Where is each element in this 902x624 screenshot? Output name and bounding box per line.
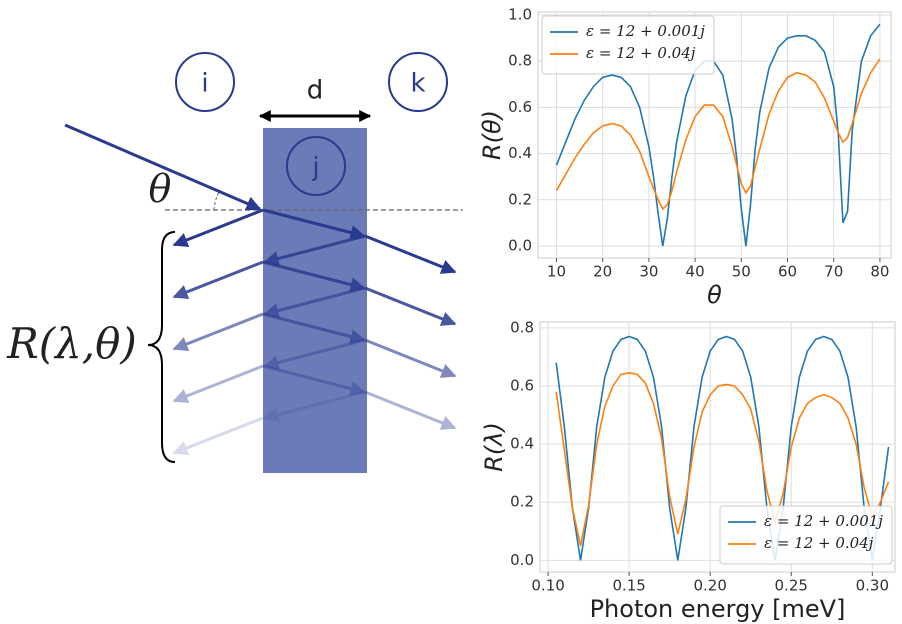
incident-ray bbox=[64, 123, 262, 211]
angle-label: θ bbox=[149, 167, 172, 211]
y-axis-label: R(λ) bbox=[480, 422, 508, 472]
internal-ray bbox=[263, 390, 366, 422]
reflected-ray bbox=[172, 260, 264, 300]
internal-ray bbox=[263, 338, 366, 370]
transmitted-ray bbox=[364, 286, 457, 326]
internal-ray bbox=[262, 312, 366, 344]
y-tick-label: 0.8 bbox=[510, 318, 534, 336]
x-tick-label: 50 bbox=[732, 263, 751, 281]
transmitted-ray bbox=[364, 338, 457, 378]
y-tick-label: 0.2 bbox=[508, 190, 532, 208]
legend-label: ε = 12 + 0.001j bbox=[586, 22, 705, 40]
x-tick-label: 60 bbox=[778, 263, 797, 281]
internal-ray bbox=[263, 286, 366, 318]
reflected-ray bbox=[172, 416, 264, 456]
region-label: k bbox=[410, 69, 425, 99]
x-tick-label: 0.30 bbox=[856, 577, 889, 595]
internal-ray bbox=[263, 234, 366, 266]
x-axis-label: Photon energy [meV] bbox=[590, 595, 846, 623]
legend-box bbox=[719, 505, 893, 565]
reflectance-label: R(λ,θ) bbox=[6, 319, 137, 368]
region-label: j bbox=[311, 153, 319, 183]
y-tick-label: 1.0 bbox=[508, 6, 532, 24]
x-tick-label: 20 bbox=[593, 263, 612, 281]
legend-box bbox=[541, 15, 715, 75]
data-line bbox=[555, 335, 890, 561]
reflected-ray bbox=[172, 364, 264, 404]
x-tick-label: 0.25 bbox=[775, 577, 808, 595]
y-tick-label: 0.4 bbox=[510, 435, 534, 453]
x-tick-label: 0.20 bbox=[694, 577, 727, 595]
x-tick-label: 80 bbox=[870, 263, 889, 281]
x-tick-label: 0.15 bbox=[612, 577, 645, 595]
legend-label: ε = 12 + 0.04j bbox=[764, 534, 874, 552]
y-axis-label: R(θ) bbox=[478, 110, 506, 160]
data-line bbox=[555, 372, 890, 547]
y-tick-label: 0.6 bbox=[508, 98, 532, 116]
internal-ray bbox=[262, 364, 366, 396]
x-tick-label: 40 bbox=[686, 263, 705, 281]
reflected-ray bbox=[172, 312, 264, 352]
y-tick-label: 0.0 bbox=[508, 236, 532, 254]
thickness-label: d bbox=[307, 76, 324, 106]
x-tick-label: 70 bbox=[824, 263, 843, 281]
brace bbox=[147, 231, 176, 463]
y-tick-label: 0.4 bbox=[508, 144, 532, 162]
legend-label: ε = 12 + 0.04j bbox=[586, 44, 696, 62]
internal-ray bbox=[262, 208, 366, 240]
legend-label: ε = 12 + 0.001j bbox=[764, 512, 883, 530]
internal-ray bbox=[262, 260, 366, 292]
transmitted-ray bbox=[364, 390, 457, 430]
x-tick-label: 0.10 bbox=[531, 577, 564, 595]
x-tick-label: 30 bbox=[639, 263, 658, 281]
x-axis-label: θ bbox=[707, 281, 722, 309]
data-line bbox=[555, 58, 881, 211]
y-tick-label: 0.8 bbox=[508, 52, 532, 70]
angle-arc bbox=[213, 189, 221, 211]
y-tick-label: 0.6 bbox=[510, 376, 534, 394]
y-tick-label: 0.2 bbox=[510, 493, 534, 511]
data-line bbox=[555, 23, 881, 247]
reflected-ray bbox=[172, 208, 264, 248]
region-label: i bbox=[201, 69, 208, 99]
region-circle bbox=[175, 52, 235, 112]
transmitted-ray bbox=[364, 234, 457, 274]
region-circle bbox=[286, 136, 346, 196]
x-tick-label: 10 bbox=[547, 263, 566, 281]
y-tick-label: 0.0 bbox=[510, 551, 534, 569]
region-circle bbox=[388, 52, 448, 112]
diagram: i j k d θ R(λ,θ) bbox=[6, 52, 463, 473]
